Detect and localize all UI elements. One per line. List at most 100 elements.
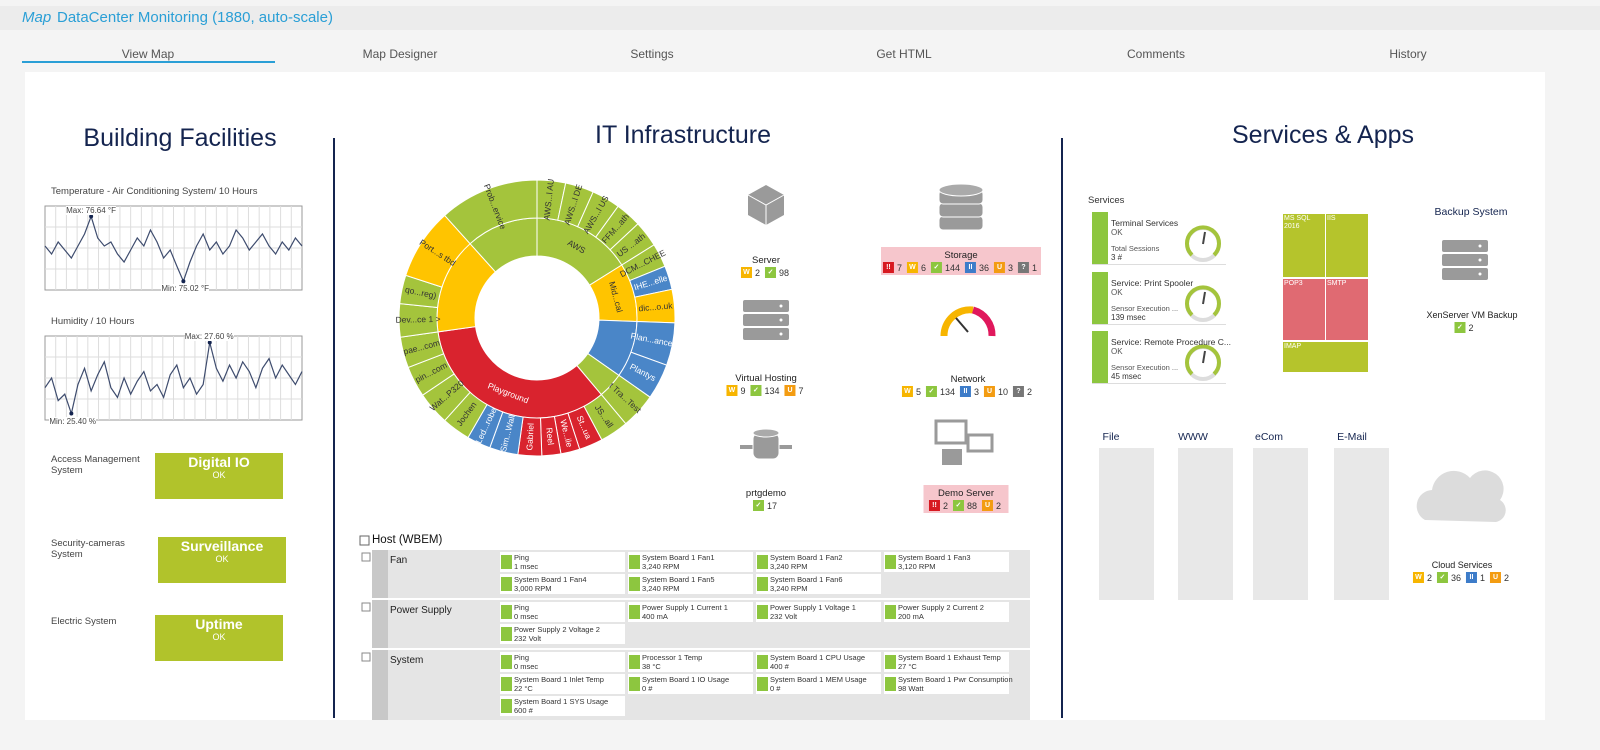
tab[interactable]: History — [1389, 47, 1427, 61]
sensor-name: Power Supply 2 Current 2 — [898, 603, 984, 612]
status-icon: W — [906, 262, 918, 273]
sensor-value: 22 °C — [514, 684, 533, 693]
device-label: Demo Server — [938, 488, 994, 499]
sensor-value: 3,000 RPM — [514, 584, 552, 593]
sensor-check — [501, 627, 512, 641]
status-count: 134 — [764, 385, 780, 396]
icon — [1442, 240, 1488, 252]
sensor-name: System Board 1 Pwr Consumption — [898, 675, 1013, 684]
card-state: OK — [1111, 228, 1123, 237]
sensor-name: System Board 1 Fan1 — [642, 553, 715, 562]
gauge-needle — [1202, 291, 1206, 305]
status-count: 2 — [1426, 572, 1432, 583]
card-value: 3 # — [1111, 253, 1123, 262]
status-count: 2 — [754, 267, 760, 278]
sensor-name: Power Supply 1 Current 1 — [642, 603, 728, 612]
sensor-cell: Ping 0 msec — [500, 652, 625, 672]
icon — [971, 306, 996, 337]
treemap-cell: SMTP — [1326, 279, 1368, 340]
sensor-check — [757, 577, 768, 591]
status-count: 36 — [979, 262, 990, 273]
sensor-cell: System Board 1 Pwr Consumption 98 Watt — [884, 674, 1013, 694]
status-count: 9 — [740, 385, 746, 396]
section-title: IT Infrastructure — [595, 121, 771, 149]
icon — [743, 300, 789, 312]
icon — [955, 317, 969, 333]
card-line — [1092, 264, 1226, 265]
sensor-check — [629, 605, 640, 619]
sensor-name: Processor 1 Temp — [642, 653, 703, 662]
sunburst-label: Gabriel — [524, 423, 535, 451]
status-count: 10 — [998, 386, 1009, 397]
status-count: 2 — [942, 500, 948, 511]
status-icon: ✓ — [930, 262, 942, 273]
gauge — [1185, 225, 1221, 257]
min-point — [69, 411, 74, 416]
chart-title: Humidity / 10 Hours — [51, 316, 135, 327]
sensor-check — [501, 699, 512, 713]
status-count: 2 — [1027, 386, 1033, 397]
tab[interactable]: Map Designer — [362, 47, 438, 61]
device-label: Server — [752, 255, 780, 266]
sunburst-label: AWS...l AU — [542, 178, 556, 221]
max-label: Max: 76.64 °F — [66, 206, 117, 216]
treemap-cell: IIS — [1326, 214, 1368, 277]
status-icon: ✓ — [952, 500, 964, 511]
sensor-value: 232 Volt — [514, 634, 542, 643]
sensor-name: Ping — [514, 553, 530, 562]
sensor-check — [885, 677, 896, 691]
sensor-cell: System Board 1 Fan3 3,120 RPM — [884, 552, 1009, 572]
card-sub: Total Sessions — [1111, 244, 1160, 253]
chart-title: Temperature - Air Conditioning System/ 1… — [51, 186, 258, 197]
section-title: Services & Apps — [1231, 121, 1415, 149]
sensor-check — [629, 677, 640, 691]
sensor-check — [501, 655, 512, 669]
status-count: 98 — [779, 267, 790, 278]
status-icon: W — [726, 385, 738, 396]
sensor-value: 3,240 RPM — [770, 584, 808, 593]
sensor-cell: System Board 1 MEM Usage 0 # — [756, 674, 881, 694]
sensor-name: System Board 1 Fan6 — [770, 575, 843, 584]
tab[interactable]: View Map — [121, 47, 175, 61]
sensor-cell: Power Supply 1 Voltage 1 232 Volt — [756, 602, 881, 622]
icon — [938, 215, 984, 231]
gauge-needle — [1202, 231, 1206, 245]
sensor-value: 0 msec — [514, 662, 539, 671]
sensor-cell: System Board 1 Fan4 3,000 RPM — [500, 574, 625, 594]
tab[interactable]: Comments — [1126, 47, 1185, 61]
status-icon: ? — [1013, 386, 1025, 397]
group-name: Fan — [390, 555, 408, 566]
header-title: DataCenter Monitoring (1880, auto-scale) — [57, 9, 333, 26]
status-count: 3 — [974, 386, 980, 397]
badge-row: W 9 ✓ 134 U 7 — [726, 385, 805, 396]
tab-underline — [22, 61, 275, 63]
status-count: 5 — [915, 386, 921, 397]
status-count: 36 — [1450, 572, 1461, 583]
sensor-check — [885, 555, 896, 569]
tab[interactable]: Get HTML — [876, 47, 932, 61]
treemap-cell: MS SQL 2016 — [1283, 214, 1325, 277]
status-count: 1 — [1480, 572, 1486, 583]
tab[interactable]: Settings — [630, 47, 674, 61]
sensor-cell: System Board 1 SYS Usage 600 # — [500, 696, 625, 716]
sunburst-label: dic...o.uk — [638, 300, 674, 313]
status-count: 3 — [1008, 262, 1014, 273]
badge-row: W 2 ✓ 36 II 1 U 2 — [1412, 572, 1511, 583]
sensor-check — [757, 655, 768, 669]
icon — [1478, 244, 1482, 248]
sensor-name: System Board 1 Fan4 — [514, 575, 587, 584]
max-label: Max: 27.60 % — [184, 332, 234, 342]
badge-row: !! 7 W 6 ✓ 144 II 36 U 3? 1 — [882, 262, 1039, 273]
treemap-label: SMTP — [1327, 280, 1347, 287]
status-icon: U — [784, 385, 796, 396]
sensor-cell: System Board 1 Inlet Temp 22 °C — [500, 674, 625, 694]
status-state: OK — [212, 470, 226, 480]
card-check — [1092, 212, 1108, 264]
group-name: System — [390, 655, 424, 666]
status-icon: ✓ — [752, 500, 764, 511]
gauge — [1185, 285, 1221, 317]
host-title: Host (WBEM) — [372, 534, 443, 546]
status-icon: !! — [882, 262, 894, 273]
card-line — [1092, 324, 1226, 325]
treemap-label: MS SQL 2016 — [1284, 215, 1311, 230]
